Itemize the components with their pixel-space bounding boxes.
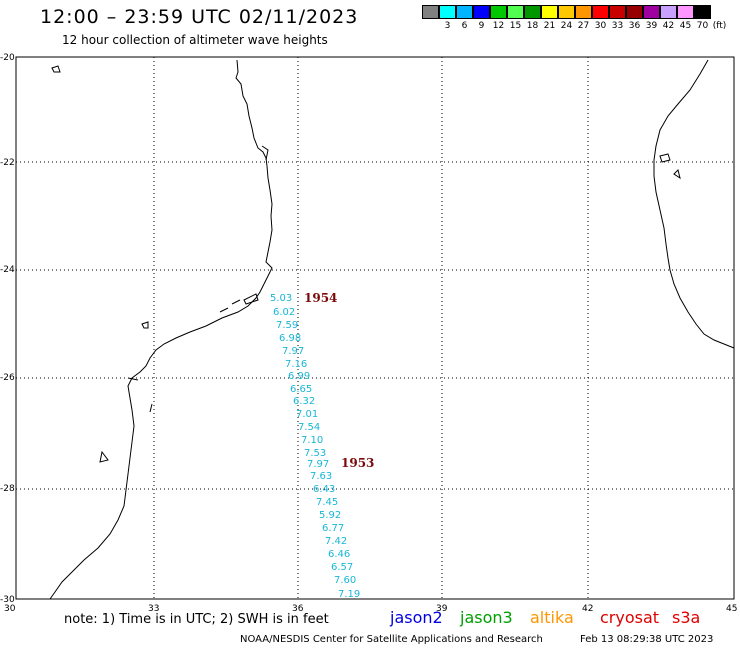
credit-text: NOAA/NESDIS Center for Satellite Applica… bbox=[240, 634, 543, 645]
swh-value: 6.77 bbox=[322, 523, 344, 534]
swh-value: 6.57 bbox=[331, 562, 353, 573]
legend-label: 9 bbox=[478, 21, 485, 31]
africa-coast-detail bbox=[99, 145, 269, 463]
swh-value: 7.45 bbox=[316, 497, 338, 508]
island-detail bbox=[659, 153, 681, 180]
swh-value: 7.10 bbox=[301, 435, 323, 446]
latitude-label: -20 bbox=[0, 53, 15, 63]
legend-label: 70 bbox=[696, 21, 709, 31]
legend-swatch bbox=[422, 5, 439, 19]
footer-note: note: 1) Time is in UTC; 2) SWH is in fe… bbox=[64, 612, 329, 627]
timestamp: Feb 13 08:29:38 UTC 2023 bbox=[580, 634, 714, 645]
pass-labels: 1954 1953 bbox=[304, 291, 374, 470]
longitude-label: 36 bbox=[292, 604, 304, 614]
legend-label: (ft) bbox=[712, 21, 727, 31]
legend-label: 30 bbox=[594, 21, 607, 31]
swh-value: 6.46 bbox=[328, 549, 350, 560]
swh-value: 6.43 bbox=[313, 484, 335, 495]
legend-swatch bbox=[694, 5, 711, 19]
legend-label: 39 bbox=[645, 21, 658, 31]
legend-swatch bbox=[660, 5, 677, 19]
legend-swatch bbox=[507, 5, 524, 19]
longitude-label: 33 bbox=[148, 604, 159, 614]
legend-label: 18 bbox=[526, 21, 539, 31]
legend-swatch bbox=[626, 5, 643, 19]
latitude-label: -24 bbox=[0, 265, 15, 275]
latitude-labels: -20 -22 -24 -26 -28 -30 bbox=[0, 53, 15, 605]
legend-swatch bbox=[473, 5, 490, 19]
swh-value: 7.16 bbox=[285, 359, 307, 370]
legend-swatch bbox=[677, 5, 694, 19]
legend-label: 24 bbox=[560, 21, 573, 31]
longitude-label: 39 bbox=[436, 604, 448, 614]
swh-value: 7.59 bbox=[276, 320, 298, 331]
legend-swatch bbox=[643, 5, 660, 19]
satellite-label-jason2: jason2 bbox=[390, 608, 443, 627]
swh-value: 7.60 bbox=[334, 575, 356, 586]
swh-value: 7.53 bbox=[304, 448, 326, 459]
madagascar-coastline bbox=[653, 59, 735, 349]
legend-swatch bbox=[490, 5, 507, 19]
color-legend bbox=[422, 5, 711, 19]
swh-value: 5.03 bbox=[270, 293, 292, 304]
legend-swatch bbox=[541, 5, 558, 19]
swh-value: 7.97 bbox=[282, 346, 304, 357]
satellite-label-s3a: s3a bbox=[672, 608, 701, 627]
legend-label: 21 bbox=[543, 21, 556, 31]
swh-value: 5.92 bbox=[319, 510, 341, 521]
legend-swatch bbox=[524, 5, 541, 19]
satellite-label-cryosat: cryosat bbox=[600, 608, 660, 627]
swh-value: 7.19 bbox=[338, 589, 360, 600]
swh-value: 7.54 bbox=[298, 422, 320, 433]
swh-value: 6.32 bbox=[293, 396, 315, 407]
longitude-label: 42 bbox=[582, 604, 593, 614]
swh-value: 6.65 bbox=[290, 384, 312, 395]
map-frame bbox=[15, 56, 735, 600]
satellite-label-jason3: jason3 bbox=[460, 608, 513, 627]
legend-swatch bbox=[575, 5, 592, 19]
legend-label: 12 bbox=[492, 21, 505, 31]
latitude-label: -22 bbox=[0, 158, 15, 168]
map-subtitle: 12 hour collection of altimeter wave hei… bbox=[62, 33, 328, 47]
africa-coastline bbox=[49, 59, 273, 600]
swh-values: 5.03 6.02 7.59 6.98 7.97 7.166.99 6.656.32 7.01… bbox=[270, 293, 360, 600]
swh-value: 7.42 bbox=[325, 536, 347, 547]
legend-swatch bbox=[592, 5, 609, 19]
swh-value: 7.01 bbox=[296, 409, 318, 420]
legend-label: 36 bbox=[628, 21, 641, 31]
legend-swatch bbox=[439, 5, 456, 19]
pass-number-label: 1953 bbox=[341, 456, 374, 470]
legend-label: 42 bbox=[662, 21, 675, 31]
latitude-label: -26 bbox=[0, 373, 15, 383]
color-legend-labels: 3 6 9 12 15 18 21 24 27 30 33 36 39 42 45 70 (ft) bbox=[422, 21, 728, 31]
legend-label: 33 bbox=[611, 21, 624, 31]
legend-swatch bbox=[558, 5, 575, 19]
latitude-label: -30 bbox=[0, 595, 15, 605]
swh-value: 6.98 bbox=[279, 333, 301, 344]
longitude-label: 45 bbox=[726, 604, 737, 614]
swh-value: 7.97 bbox=[307, 459, 329, 470]
pass-number-label: 1954 bbox=[304, 291, 337, 305]
legend-label: 6 bbox=[461, 21, 468, 31]
legend-swatch bbox=[456, 5, 473, 19]
latitude-label: -28 bbox=[0, 484, 15, 494]
satellite-label-altika: altika bbox=[530, 608, 574, 627]
legend-swatch bbox=[609, 5, 626, 19]
swh-value: 6.99 bbox=[288, 371, 310, 382]
longitude-label: 30 bbox=[4, 604, 16, 614]
map-title: 12:00 – 23:59 UTC 02/11/2023 bbox=[40, 6, 359, 28]
legend-label: 3 bbox=[444, 21, 451, 31]
swh-value: 6.02 bbox=[273, 307, 295, 318]
swh-value: 7.63 bbox=[310, 471, 332, 482]
grid-lines bbox=[16, 57, 734, 599]
longitude-labels: 30 33 36 39 42 45 bbox=[4, 604, 737, 614]
legend-label: 45 bbox=[679, 21, 692, 31]
legend-label: 27 bbox=[577, 21, 590, 31]
lake-marker bbox=[51, 65, 61, 73]
legend-label: 15 bbox=[509, 21, 522, 31]
